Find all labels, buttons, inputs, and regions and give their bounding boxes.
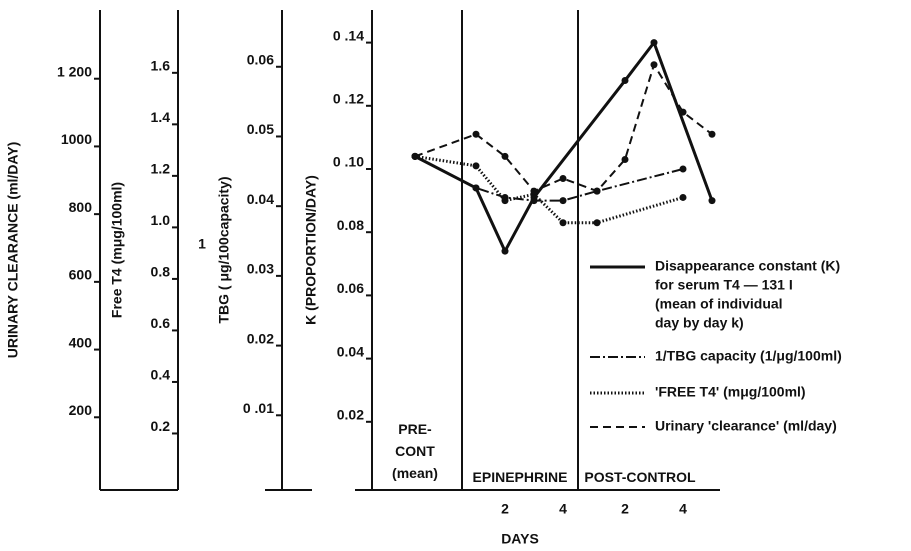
x-tick-label: 4 [559,501,567,517]
y-tick-label: 1.2 [151,161,171,177]
y-tick-label: 0 .14 [333,27,364,43]
y-tick-label: 0.02 [337,407,364,423]
y-tick-label: 0.04 [247,191,274,207]
point [708,130,716,138]
y-tick-label: 400 [69,334,93,350]
point [559,197,567,205]
y-tick-label: 800 [69,199,93,215]
y-axis-label: K (PROPORTION/DAY) [303,175,319,325]
y-tick-label: 0 .12 [333,91,364,107]
point [593,187,601,195]
point [501,152,509,160]
y-tick-label: 600 [69,267,93,283]
y-tick-label: 0.06 [247,51,274,67]
y-tick-label: 200 [69,402,93,418]
point [593,219,601,227]
point [472,162,480,170]
phase-label: EPINEPHRINE [473,469,568,485]
x-tick-label: 4 [679,501,687,517]
y-tick-label: 1 200 [57,63,92,79]
point [708,197,716,205]
point [650,39,658,47]
y-tick-label: 0.8 [151,264,171,280]
y-tick-label: 0 .10 [333,154,364,170]
y-tick-label: 1.4 [151,109,171,125]
y-tick-label: 1000 [61,131,92,147]
point [679,108,687,116]
legend-label: Urinary 'clearance' (ml/day) [655,418,837,434]
y-axis-label: Free T4 (mμg/100ml) [109,182,125,318]
y-tick-label: 0.4 [151,367,171,383]
x-axis-label: DAYS [501,531,539,547]
y-axis-label: TBG ( μg/100capacity) [216,176,232,323]
point [559,219,567,227]
y-tick-label: 0.02 [247,330,274,346]
y-tick-label: 0.04 [337,343,364,359]
y-tick-label: 1.0 [151,212,171,228]
y-tick-label: 0.2 [151,418,171,434]
point [501,197,509,205]
point [679,193,687,201]
y-tick-label: 0 .01 [243,400,274,416]
series-line [414,62,713,193]
y-tick-label: 0.05 [247,121,274,137]
y-tick-label: 0.03 [247,261,274,277]
y-tick-label: 1.6 [151,58,171,74]
phase-label: POST-CONTROL [584,469,696,485]
series-line [414,154,684,225]
point [472,184,480,192]
x-tick-label: 2 [621,501,629,517]
point [621,156,629,164]
y-axis-label-prefix: 1 [198,236,206,252]
legend-label: for serum T4 — 131 I [655,277,793,293]
point [411,152,419,160]
point [530,187,538,195]
y-tick-label: 0.6 [151,315,171,331]
x-tick-label: 2 [501,501,509,517]
point [679,165,687,173]
point [472,130,480,138]
legend-label: 'FREE T4' (mμg/100ml) [655,384,806,400]
y-tick-label: 0.08 [337,217,364,233]
legend-label: 1/TBG capacity (1/μg/100ml) [655,348,842,364]
point [530,197,538,205]
legend-label: day by day k) [655,315,744,331]
y-axis-label: URINARY CLEARANCE (ml/DAY) [5,142,21,359]
point [559,174,567,182]
point [621,77,629,85]
point [650,61,658,69]
legend-label: (mean of individual [655,296,783,312]
phase-label: PRE-CONT (mean) [392,421,438,481]
legend-label: Disappearance constant (K) [655,258,840,274]
y-tick-label: 0.06 [337,280,364,296]
point [501,247,509,255]
